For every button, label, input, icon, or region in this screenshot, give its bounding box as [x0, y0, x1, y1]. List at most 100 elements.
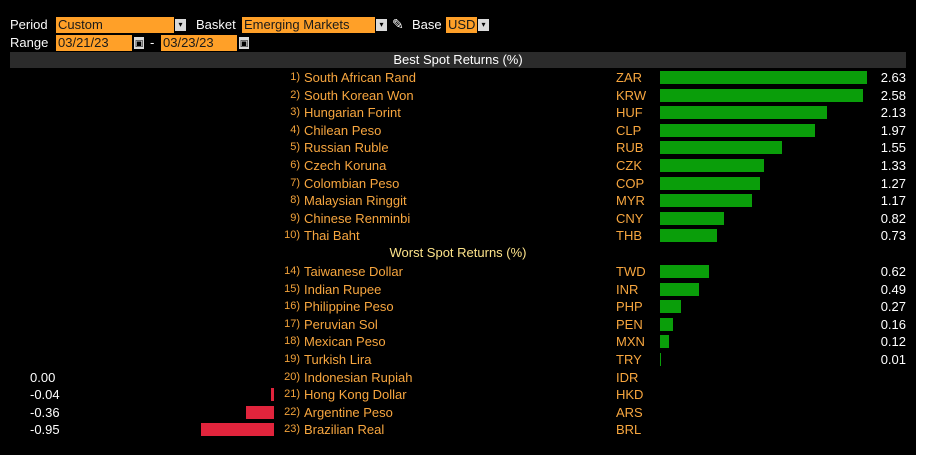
- return-value: 0.62: [880, 264, 906, 279]
- currency-row[interactable]: 19) Turkish Lira TRY 0.01: [0, 351, 916, 368]
- return-value: 2.58: [880, 88, 906, 103]
- currency-name[interactable]: Turkish Lira: [304, 352, 372, 367]
- rank-number: 1): [290, 71, 300, 83]
- return-bar: [660, 124, 815, 137]
- currency-row[interactable]: 22) Argentine Peso ARS -0.36: [0, 404, 916, 421]
- currency-code[interactable]: PEN: [616, 317, 643, 332]
- currency-row[interactable]: 3) Hungarian Forint HUF 2.13: [0, 104, 916, 121]
- currency-row[interactable]: 5) Russian Ruble RUB 1.55: [0, 139, 916, 156]
- currency-code[interactable]: MXN: [616, 334, 645, 349]
- currency-row[interactable]: 9) Chinese Renminbi CNY 0.82: [0, 210, 916, 227]
- return-bar: [660, 318, 673, 331]
- currency-row[interactable]: 7) Colombian Peso COP 1.27: [0, 175, 916, 192]
- rank-number: 8): [290, 194, 300, 206]
- currency-code[interactable]: CLP: [616, 123, 642, 138]
- currency-code[interactable]: THB: [616, 228, 642, 243]
- return-value: -0.04: [30, 387, 60, 402]
- currency-row[interactable]: 18) Mexican Peso MXN 0.12: [0, 333, 916, 350]
- rank-number: 5): [290, 141, 300, 153]
- rank-number: 7): [290, 177, 300, 189]
- currency-code[interactable]: COP: [616, 176, 645, 191]
- currency-row[interactable]: 14) Taiwanese Dollar TWD 0.62: [0, 263, 916, 280]
- period-select[interactable]: Custom: [56, 17, 174, 33]
- currency-row[interactable]: 1) South African Rand ZAR 2.63: [0, 69, 916, 86]
- currency-row[interactable]: 10) Thai Baht THB 0.73: [0, 227, 916, 244]
- currency-code[interactable]: ZAR: [616, 70, 642, 85]
- currency-row[interactable]: 8) Malaysian Ringgit MYR 1.17: [0, 192, 916, 209]
- currency-name[interactable]: Peruvian Sol: [304, 317, 378, 332]
- return-value: 1.33: [880, 158, 906, 173]
- currency-name[interactable]: South African Rand: [304, 70, 417, 85]
- currency-name[interactable]: Thai Baht: [304, 228, 360, 243]
- return-value: 0.49: [880, 282, 906, 297]
- return-bar: [660, 265, 709, 278]
- currency-row[interactable]: 20) Indonesian Rupiah IDR 0.00: [0, 369, 916, 386]
- rank-number: 23): [284, 423, 300, 435]
- rank-number: 20): [284, 371, 300, 383]
- range-start-input[interactable]: 03/21/23: [56, 35, 132, 51]
- period-dropdown-arrow-icon[interactable]: ▾: [175, 19, 186, 31]
- currency-code[interactable]: CNY: [616, 211, 644, 226]
- return-value: 1.17: [880, 193, 906, 208]
- currency-name[interactable]: Taiwanese Dollar: [304, 264, 403, 279]
- return-value: 0.12: [880, 334, 906, 349]
- currency-row[interactable]: 15) Indian Rupee INR 0.49: [0, 281, 916, 298]
- currency-name[interactable]: Hong Kong Dollar: [304, 387, 407, 402]
- return-bar: [660, 89, 863, 102]
- range-end-input[interactable]: 03/23/23: [161, 35, 237, 51]
- rank-number: 4): [290, 124, 300, 136]
- rank-number: 2): [290, 89, 300, 101]
- currency-name[interactable]: Indonesian Rupiah: [304, 370, 413, 385]
- currency-name[interactable]: Colombian Peso: [304, 176, 400, 191]
- currency-row[interactable]: 6) Czech Koruna CZK 1.33: [0, 157, 916, 174]
- currency-code[interactable]: TRY: [616, 352, 642, 367]
- currency-code[interactable]: HKD: [616, 387, 644, 402]
- return-bar: [660, 212, 725, 225]
- currency-name[interactable]: Chinese Renminbi: [304, 211, 411, 226]
- basket-dropdown-arrow-icon[interactable]: ▾: [376, 19, 387, 31]
- return-value: 1.27: [880, 176, 906, 191]
- return-value: -0.36: [30, 405, 60, 420]
- currency-name[interactable]: Philippine Peso: [304, 299, 394, 314]
- basket-select[interactable]: Emerging Markets: [242, 17, 375, 33]
- currency-row[interactable]: 4) Chilean Peso CLP 1.97: [0, 122, 916, 139]
- currency-code[interactable]: INR: [616, 282, 639, 297]
- currency-code[interactable]: IDR: [616, 370, 639, 385]
- currency-name[interactable]: Chilean Peso: [304, 123, 382, 138]
- currency-name[interactable]: Mexican Peso: [304, 334, 386, 349]
- best-returns-header: Best Spot Returns (%): [10, 52, 906, 68]
- base-currency-select[interactable]: USD: [446, 17, 477, 33]
- return-bar: [270, 388, 274, 401]
- currency-name[interactable]: Brazilian Real: [304, 422, 385, 437]
- currency-code[interactable]: PHP: [616, 299, 643, 314]
- edit-pencil-icon[interactable]: ✎: [392, 16, 404, 32]
- currency-name[interactable]: Malaysian Ringgit: [304, 193, 407, 208]
- return-value: 0.01: [880, 352, 906, 367]
- return-value: 0.16: [880, 317, 906, 332]
- currency-code[interactable]: CZK: [616, 158, 642, 173]
- currency-code[interactable]: ARS: [616, 405, 643, 420]
- range-start-calendar-icon[interactable]: ▣: [134, 37, 144, 49]
- currency-code[interactable]: MYR: [616, 193, 645, 208]
- currency-row[interactable]: 23) Brazilian Real BRL -0.95: [0, 421, 916, 438]
- base-dropdown-arrow-icon[interactable]: ▾: [478, 19, 489, 31]
- currency-code[interactable]: RUB: [616, 140, 644, 155]
- currency-name[interactable]: Argentine Peso: [304, 405, 393, 420]
- currency-row[interactable]: 16) Philippine Peso PHP 0.27: [0, 298, 916, 315]
- currency-row[interactable]: 21) Hong Kong Dollar HKD -0.04: [0, 386, 916, 403]
- currency-row[interactable]: 17) Peruvian Sol PEN 0.16: [0, 316, 916, 333]
- currency-code[interactable]: BRL: [616, 422, 642, 437]
- currency-code[interactable]: TWD: [616, 264, 646, 279]
- currency-name[interactable]: Czech Koruna: [304, 158, 387, 173]
- range-end-calendar-icon[interactable]: ▣: [239, 37, 249, 49]
- currency-code[interactable]: KRW: [616, 88, 647, 103]
- currency-name[interactable]: Russian Ruble: [304, 140, 389, 155]
- return-bar: [660, 283, 699, 296]
- return-bar: [660, 335, 670, 348]
- currency-code[interactable]: HUF: [616, 105, 643, 120]
- currency-name[interactable]: Hungarian Forint: [304, 105, 401, 120]
- currency-name[interactable]: South Korean Won: [304, 88, 414, 103]
- currency-row[interactable]: 2) South Korean Won KRW 2.58: [0, 87, 916, 104]
- range-separator: -: [150, 35, 155, 50]
- currency-name[interactable]: Indian Rupee: [304, 282, 382, 297]
